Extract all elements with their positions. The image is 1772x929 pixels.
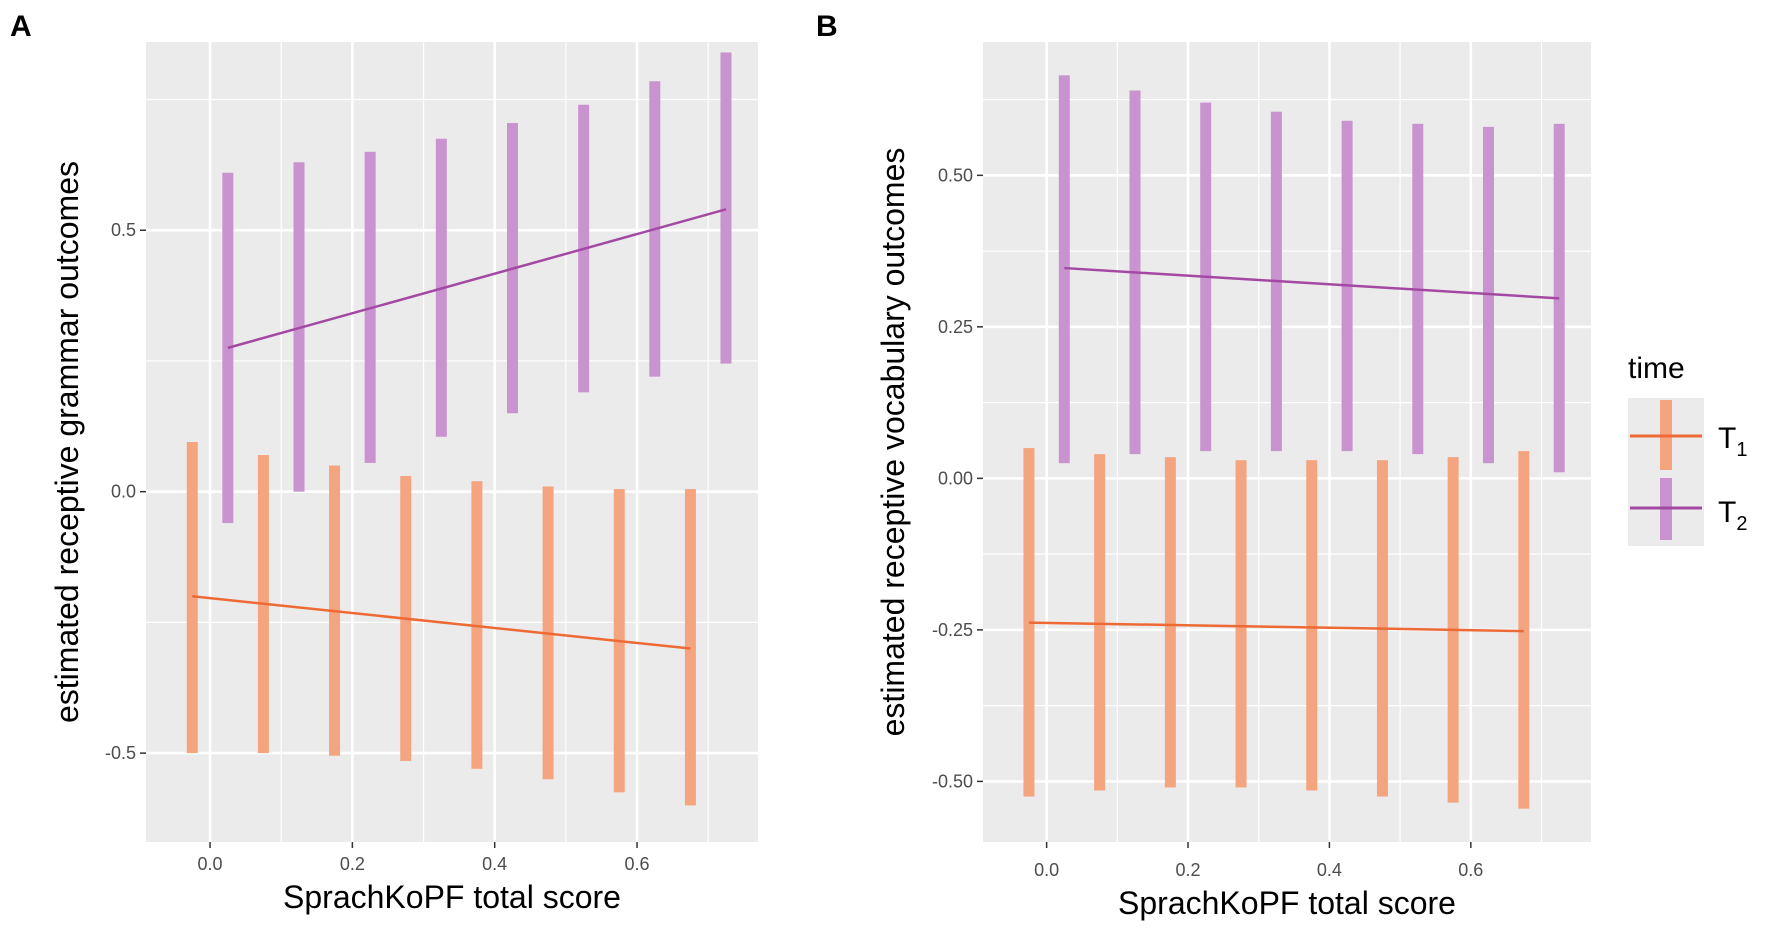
legend: time T1 T2: [1628, 352, 1747, 546]
y-tick-label: -0.50: [932, 771, 973, 791]
y-axis-title-a: estimated receptive grammar outcomes: [49, 161, 85, 723]
y-tick-label: 0.5: [111, 220, 136, 240]
x-tick-label: 0.6: [1458, 860, 1483, 880]
y-tick-label: 0.0: [111, 482, 136, 502]
panel-tag-a: A: [10, 10, 32, 43]
x-tick-labels-b: 0.0 0.2 0.4 0.6: [1034, 842, 1483, 880]
y-tick-labels-a: -0.5 0.0 0.5: [105, 220, 146, 763]
ci-band-t1: [1235, 460, 1247, 788]
trend-lines-a: [192, 208, 727, 650]
y-tick-labels-b: -0.50 -0.25 0.00 0.25 0.50: [932, 165, 983, 791]
x-tick-label: 0.0: [198, 854, 223, 874]
y-tick-label: 0.00: [938, 468, 973, 488]
x-tick-label: 0.6: [625, 854, 650, 874]
ci-band-t1: [1306, 460, 1318, 791]
x-tick-labels-a: 0.0 0.2 0.4 0.6: [198, 842, 650, 874]
ci-band-t1: [684, 489, 696, 806]
trend-line-t2: [1064, 266, 1560, 300]
x-tick-label: 0.0: [1034, 860, 1059, 880]
ci-band-t1: [1164, 457, 1176, 788]
ci-band-t1: [1094, 454, 1106, 791]
y-tick-label: 0.25: [938, 317, 973, 337]
plot-background-b: [983, 42, 1591, 842]
legend-title: time: [1628, 352, 1685, 385]
panel-b: B -0.50 -0.25 0.00 0.25 0.50 0.0 0.2 0.4 0.6 Sp…: [816, 10, 1591, 921]
trend-line-t1: [192, 595, 691, 650]
panel-tag-b: B: [816, 10, 838, 43]
y-tick-label: -0.25: [932, 620, 973, 640]
x-axis-title-b: SprachKoPF total score: [1118, 885, 1456, 921]
trend-line-t1: [1028, 621, 1524, 633]
ci-band-t1: [186, 442, 198, 754]
y-tick-label: -0.5: [105, 743, 136, 763]
x-tick-label: 0.4: [482, 854, 507, 874]
y-axis-title-b: estimated receptive vocabulary outcomes: [875, 148, 911, 737]
gridlines-b: [983, 42, 1591, 842]
x-axis-title-a: SprachKoPF total score: [283, 879, 621, 915]
legend-label-t2: T2: [1718, 496, 1747, 535]
trend-lines-b: [1028, 266, 1560, 633]
x-tick-label: 0.4: [1317, 860, 1342, 880]
panel-a: A -0.5 0.0 0.5 0.0 0.2 0.4 0.6 SprachKoPF tot…: [10, 10, 758, 915]
y-tick-label: 0.50: [938, 165, 973, 185]
trend-line-t2: [227, 208, 727, 350]
x-tick-label: 0.2: [1176, 860, 1201, 880]
ci-band-t2: [720, 52, 732, 364]
x-tick-label: 0.2: [340, 854, 365, 874]
ci-band-t1: [1023, 448, 1035, 797]
plot-background-a: [146, 42, 758, 842]
legend-label-t1: T1: [1718, 422, 1747, 461]
